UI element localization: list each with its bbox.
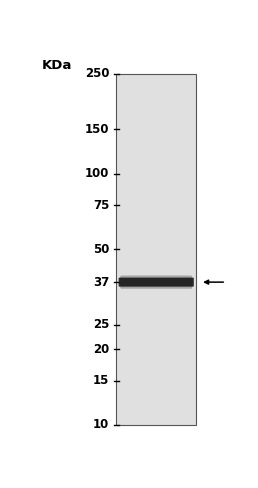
Text: 15: 15 [93, 374, 109, 387]
Text: 100: 100 [85, 167, 109, 180]
Bar [116, 74, 196, 425]
Text: 10: 10 [93, 418, 109, 431]
Text: 250: 250 [85, 67, 109, 80]
Text: 20: 20 [93, 343, 109, 356]
Text: 37: 37 [93, 276, 109, 288]
FancyBboxPatch shape [120, 276, 192, 289]
Text: 150: 150 [85, 123, 109, 136]
Text: 75: 75 [93, 199, 109, 211]
FancyBboxPatch shape [120, 276, 192, 289]
FancyBboxPatch shape [119, 278, 194, 286]
Text: KDa: KDa [42, 59, 72, 72]
Text: 50: 50 [93, 243, 109, 256]
Text: 25: 25 [93, 318, 109, 331]
